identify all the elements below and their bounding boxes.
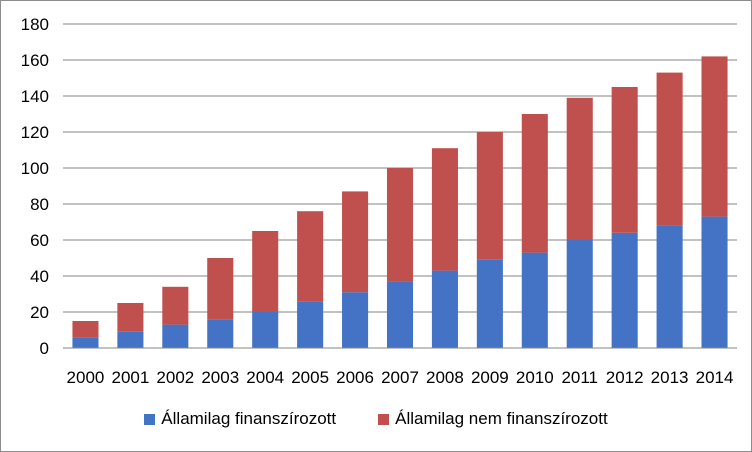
bar-funded-2010 [521,252,548,348]
y-tick-label: 120 [21,123,49,142]
y-tick-label: 20 [30,303,49,322]
bar-funded-2013 [656,225,683,348]
x-tick-label: 2007 [381,368,419,387]
y-tick-label: 0 [40,339,49,358]
bar-not-funded-2003 [207,258,234,320]
x-tick-label: 2012 [606,368,644,387]
legend-item-funded: Államilag finanszírozott [144,409,336,429]
bar-not-funded-2010 [521,114,548,253]
legend-swatch-funded [144,413,156,425]
bar-not-funded-2001 [117,303,144,332]
bar-not-funded-2000 [72,321,99,338]
bar-funded-2008 [431,270,458,348]
bar-not-funded-2013 [656,72,683,226]
bar-funded-2005 [297,301,324,348]
y-tick-label: 80 [30,195,49,214]
bar-not-funded-2014 [701,56,728,217]
legend-label-not-funded: Államilag nem finanszírozott [395,409,608,428]
bar-funded-2007 [386,281,414,348]
x-tick-label: 2001 [111,368,149,387]
bar-not-funded-2007 [386,168,414,282]
bar-funded-2001 [117,331,144,348]
bar-funded-2014 [701,216,728,348]
bar-funded-2012 [611,232,638,348]
legend: Államilag finanszírozott Államilag nem f… [0,404,752,434]
y-tick-label: 180 [21,15,49,34]
y-axis-ticks: 0 20 40 60 80 100 120 140 160 180 [21,15,49,358]
bar-not-funded-2005 [297,211,324,302]
x-tick-label: 2013 [651,368,689,387]
x-tick-label: 2011 [561,368,598,387]
x-tick-label: 2002 [156,368,194,387]
bar-funded-2009 [476,259,503,348]
bar-funded-2002 [162,324,189,348]
bar-not-funded-2004 [252,231,279,312]
x-tick-label: 2003 [201,368,239,387]
legend-swatch-not-funded [378,413,390,425]
bar-not-funded-2008 [431,148,458,271]
legend-item-not-funded: Államilag nem finanszírozott [378,409,608,429]
bar-not-funded-2009 [476,132,503,260]
bars [72,56,728,348]
y-tick-label: 140 [21,87,49,106]
bar-not-funded-2002 [162,286,189,325]
bar-not-funded-2006 [342,191,369,293]
x-tick-label: 2004 [246,368,284,387]
y-tick-label: 160 [21,51,49,70]
bar-funded-2000 [72,337,99,348]
bar-funded-2006 [342,292,369,348]
bar-not-funded-2012 [611,87,638,233]
y-tick-label: 60 [30,231,49,250]
legend-label-funded: Államilag finanszírozott [161,409,337,428]
x-tick-label: 2010 [516,368,554,387]
x-axis-ticks: 2000 2001 2002 2003 2004 2005 2006 2007 2008 2009… [67,368,734,387]
x-tick-label: 2008 [426,368,464,387]
x-tick-label: 2006 [336,368,374,387]
y-tick-label: 40 [30,267,49,286]
x-tick-label: 2009 [471,368,509,387]
bar-funded-2003 [207,319,234,348]
x-tick-label: 2014 [696,368,734,387]
bar-funded-2004 [252,312,279,348]
y-tick-label: 100 [21,159,49,178]
bar-funded-2011 [566,240,593,348]
x-tick-label: 2000 [67,368,105,387]
x-tick-label: 2005 [291,368,329,387]
bar-not-funded-2011 [566,97,593,240]
